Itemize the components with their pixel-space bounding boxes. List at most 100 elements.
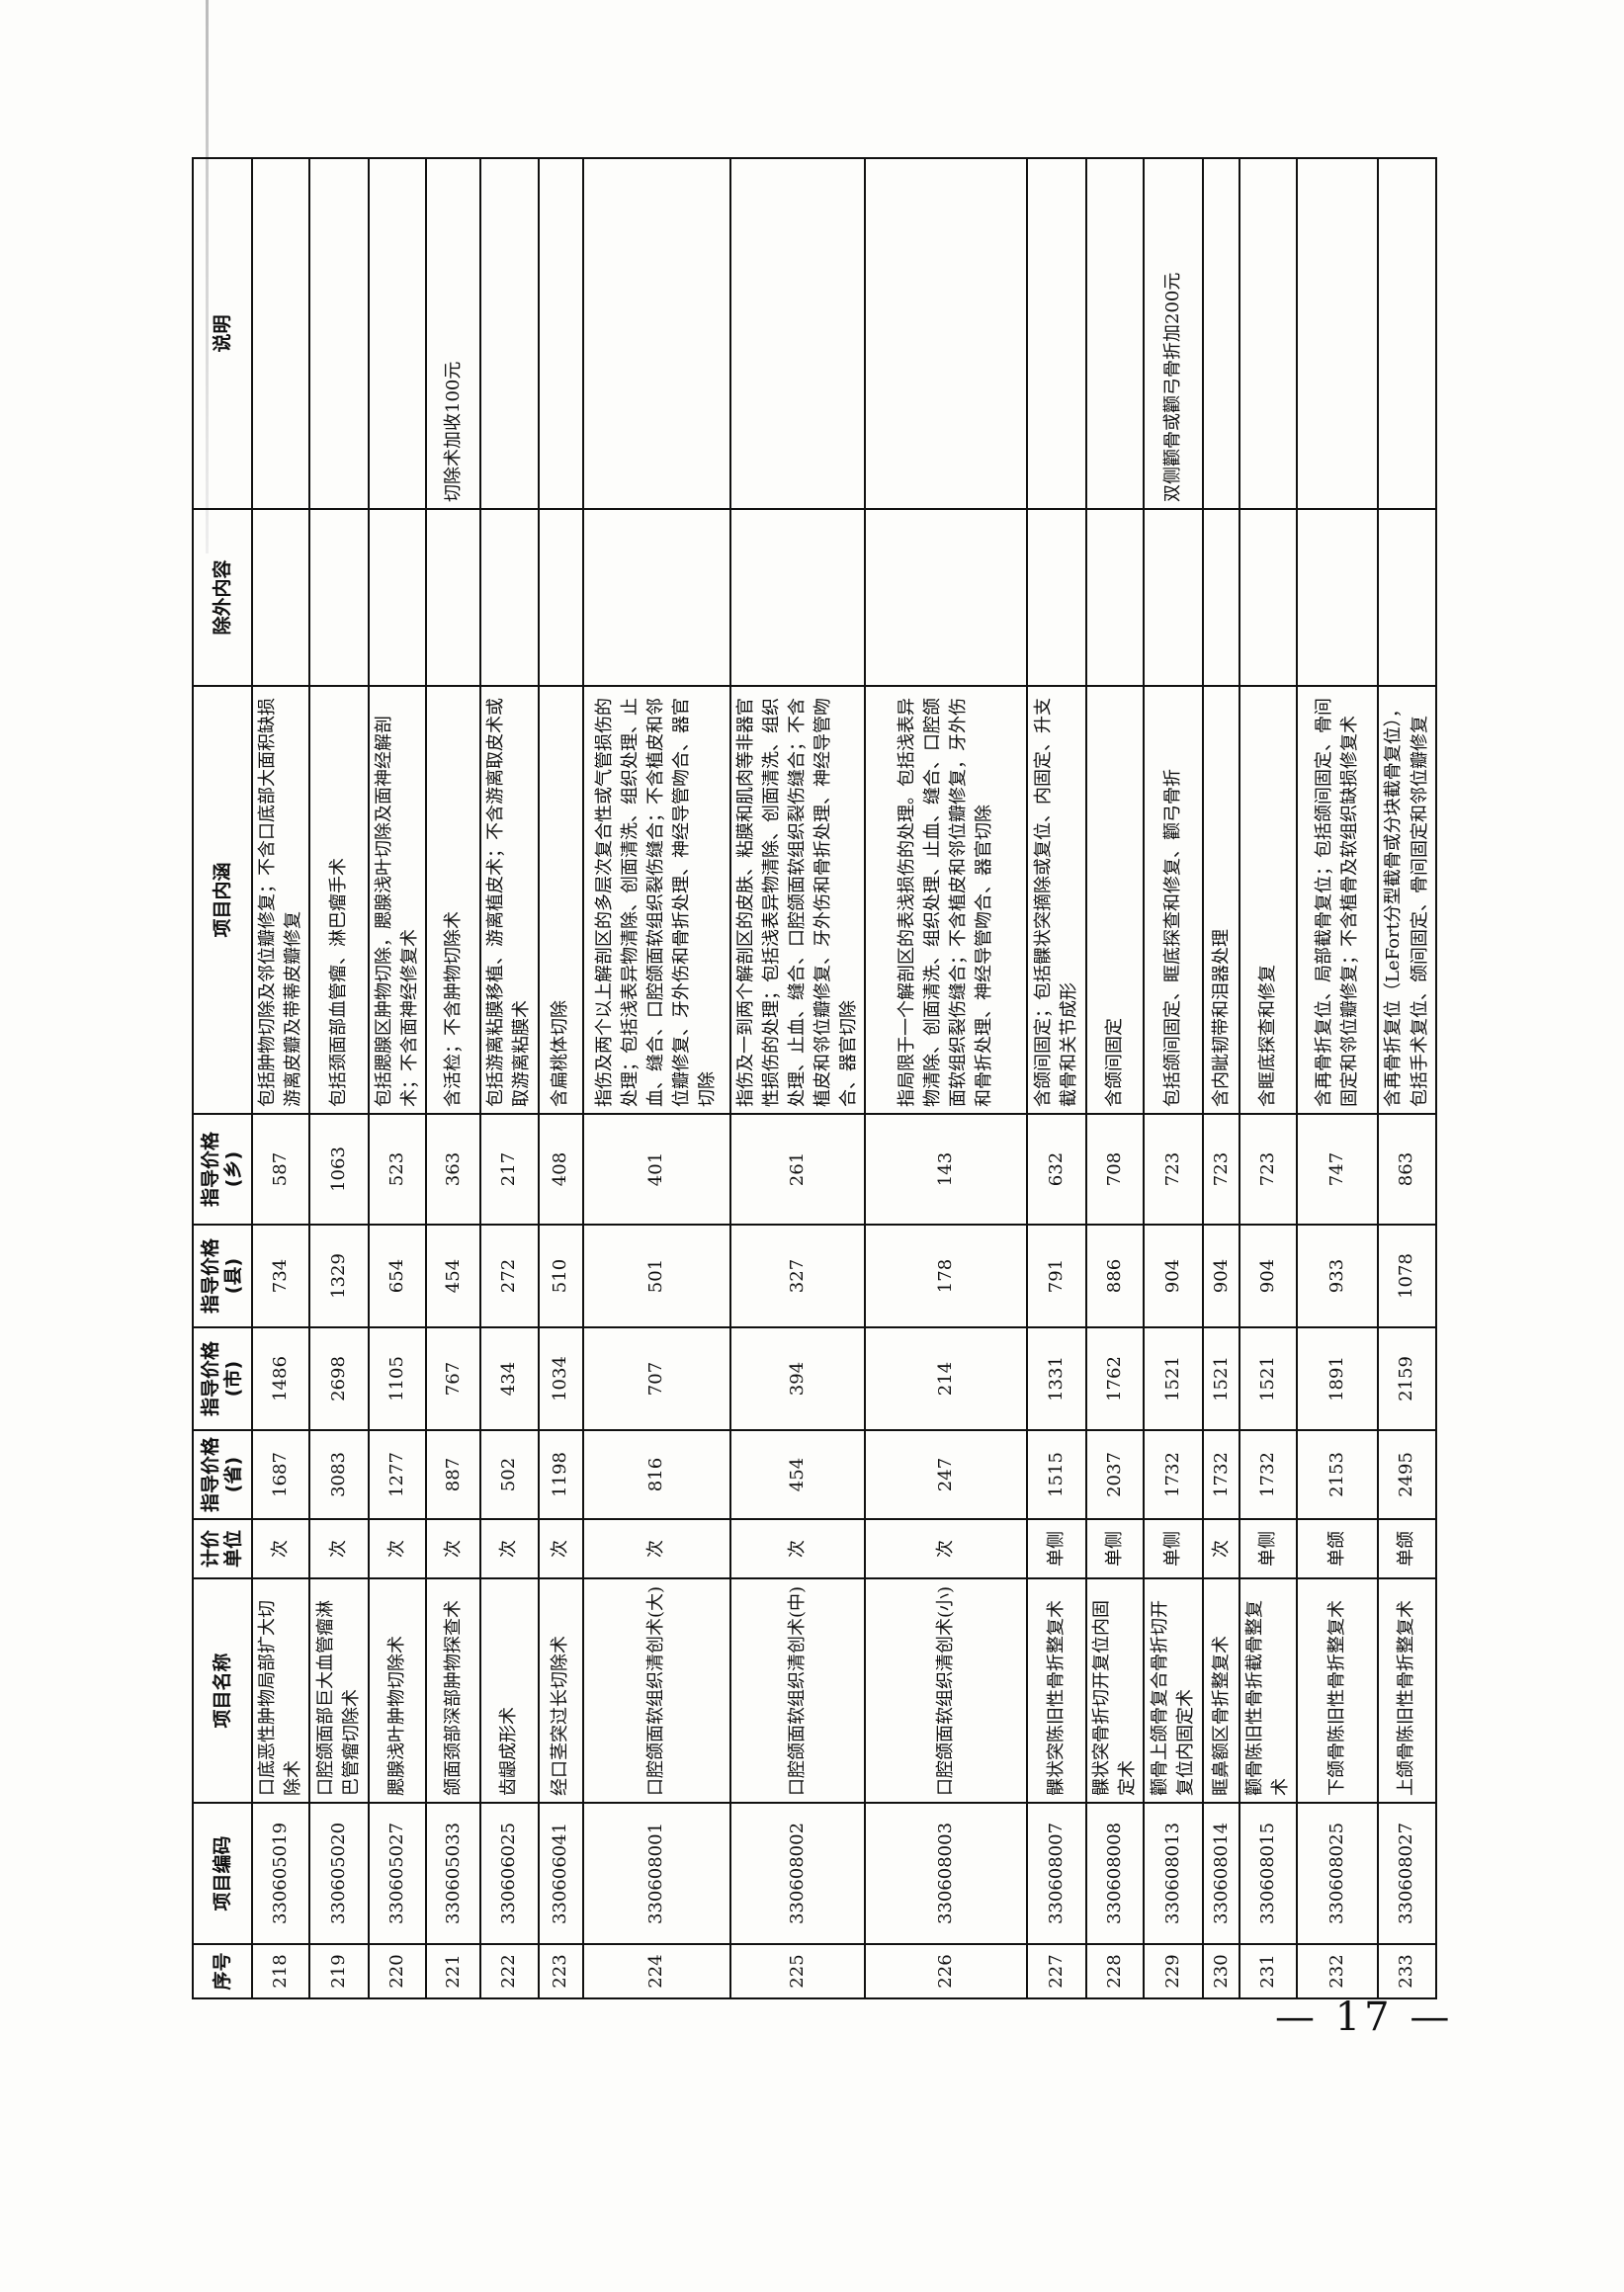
cell-county: 654 [369,1225,427,1327]
cell-name: 口腔颌面部巨大血管瘤淋巴管瘤切除术 [309,1578,370,1803]
cell-content: 指伤及两个以上解剖区的多层次复合性或气管损伤的处理；包括浅表异物清除、创面清洗、… [582,686,730,1114]
cell-county: 501 [582,1225,730,1327]
cell-exclusion [1203,509,1240,686]
cell-prov: 816 [582,1430,730,1519]
cell-content: 包括颈面部血管瘤、淋巴瘤手术 [309,686,370,1114]
cell-unit: 次 [582,1519,730,1578]
cell-city: 2698 [309,1327,370,1430]
cell-county: 178 [865,1225,1028,1327]
cell-code: 330605027 [369,1803,427,1944]
cell-name: 经口茎突过长切除术 [538,1578,583,1803]
table-row: 218 330605019 口底恶性肿物局部扩大切除术次 1687 1486 734 587… [252,158,310,1998]
header-name: 项目名称 [193,1578,252,1803]
cell-exclusion [1239,509,1298,686]
cell-unit: 次 [865,1519,1028,1578]
cell-town: 863 [1378,1114,1436,1225]
cell-county: 1329 [309,1225,370,1327]
cell-seq: 228 [1086,1944,1145,1998]
table-row: 233 330608027 上颌骨陈旧性骨折整复术 单颌 2495 2159 1078 863… [1378,158,1436,1998]
header-code: 项目编码 [193,1803,252,1944]
cell-city: 394 [729,1327,866,1430]
header-seq: 序号 [193,1944,252,1998]
cell-county: 734 [252,1225,310,1327]
cell-exclusion [582,509,730,686]
cell-note: 切除术加收100元 [426,158,481,509]
cell-exclusion [1086,509,1145,686]
cell-unit: 次 [369,1519,427,1578]
cell-county: 886 [1086,1225,1145,1327]
cell-note: 双侧颧骨或颧弓骨折加200元 [1144,158,1204,509]
cell-prov: 2495 [1378,1430,1436,1519]
cell-note [480,158,539,509]
cell-town: 723 [1144,1114,1204,1225]
cell-county: 791 [1027,1225,1087,1327]
cell-name: 颧骨陈旧性骨折截骨整复术 [1239,1578,1298,1803]
cell-town: 363 [426,1114,481,1225]
table-row: 225 330608002 口腔颌面软组织清创术(中) 次 454 394 327 261 指伤… [729,158,866,1998]
table-row: 227 330608007 髁状突陈旧性骨折整复术 单侧 1515 1331 791 632 含… [1027,158,1087,1998]
cell-city: 1034 [538,1327,583,1430]
cell-unit: 单颌 [1378,1519,1436,1578]
cell-town: 587 [252,1114,310,1225]
cell-note [865,158,1028,509]
cell-unit: 单侧 [1086,1519,1145,1578]
cell-note [729,158,866,509]
cell-unit: 次 [729,1519,866,1578]
cell-unit: 单颌 [1297,1519,1379,1578]
cell-code: 330608013 [1144,1803,1204,1944]
cell-prov: 1732 [1239,1430,1298,1519]
cell-content: 含活检；不含肿物切除术 [426,686,481,1114]
price-table: 序号 项目编码 项目名称 计价单位 指导价格(省) 指导价格(市) 指导价格(县… [192,157,1437,1999]
cell-content: 含颌间固定；包括髁状突摘除或复位、内固定、升支截骨和关节成形 [1027,686,1087,1114]
cell-exclusion [1144,509,1204,686]
cell-name: 口底恶性肿物局部扩大切除术 [252,1578,310,1803]
cell-seq: 225 [729,1944,866,1998]
cell-note [1297,158,1379,509]
cell-exclusion [369,509,427,686]
cell-name: 口腔颌面软组织清创术(小) [865,1578,1028,1803]
cell-city: 1486 [252,1327,310,1430]
cell-content: 含内眦韧带和泪器处理 [1203,686,1240,1114]
cell-exclusion [1378,509,1436,686]
cell-name: 颌面颈部深部肿物探查术 [426,1578,481,1803]
cell-prov: 2037 [1086,1430,1145,1519]
cell-city: 1521 [1239,1327,1298,1430]
cell-unit: 次 [1203,1519,1240,1578]
cell-city: 2159 [1378,1327,1436,1430]
cell-content: 包括肿物切除及邻位瓣修复；不含口底部大面积缺损游离皮瓣及带蒂皮瓣修复 [252,686,310,1114]
cell-prov: 1732 [1203,1430,1240,1519]
cell-seq: 221 [426,1944,481,1998]
cell-seq: 224 [582,1944,730,1998]
cell-code: 330608007 [1027,1803,1087,1944]
table-row: 222 330606025 齿龈成形术次 502 434 272 217 包括游离粘膜移植、游… [480,158,539,1998]
header-price-city: 指导价格(市) [193,1327,252,1430]
cell-city: 1521 [1203,1327,1240,1430]
table-row: 230 330608014 眶鼻额区骨折整复术次 1732 1521 904 723 含内眦韧… [1203,158,1240,1998]
cell-city: 214 [865,1327,1028,1430]
cell-county: 933 [1297,1225,1379,1327]
cell-town: 747 [1297,1114,1379,1225]
cell-prov: 3083 [309,1430,370,1519]
cell-seq: 222 [480,1944,539,1998]
cell-prov: 454 [729,1430,866,1519]
header-note: 说明 [193,158,252,509]
cell-content: 含再骨折复位、局部截骨复位；包括颌间固定、骨间固定和邻位瓣修复；不含植骨及软组织… [1297,686,1379,1114]
cell-seq: 219 [309,1944,370,1998]
cell-note [1378,158,1436,509]
cell-unit: 次 [480,1519,539,1578]
cell-prov: 2153 [1297,1430,1379,1519]
cell-unit: 次 [538,1519,583,1578]
cell-unit: 单侧 [1144,1519,1204,1578]
cell-city: 707 [582,1327,730,1430]
cell-town: 143 [865,1114,1028,1225]
cell-seq: 231 [1239,1944,1298,1998]
cell-unit: 次 [426,1519,481,1578]
cell-name: 眶鼻额区骨折整复术 [1203,1578,1240,1803]
header-price-town: 指导价格(乡) [193,1114,252,1225]
cell-seq: 232 [1297,1944,1379,1998]
cell-exclusion [309,509,370,686]
cell-name: 颧骨上颌骨复合骨折切开复位内固定术 [1144,1578,1204,1803]
cell-prov: 1732 [1144,1430,1204,1519]
cell-county: 272 [480,1225,539,1327]
cell-prov: 1198 [538,1430,583,1519]
